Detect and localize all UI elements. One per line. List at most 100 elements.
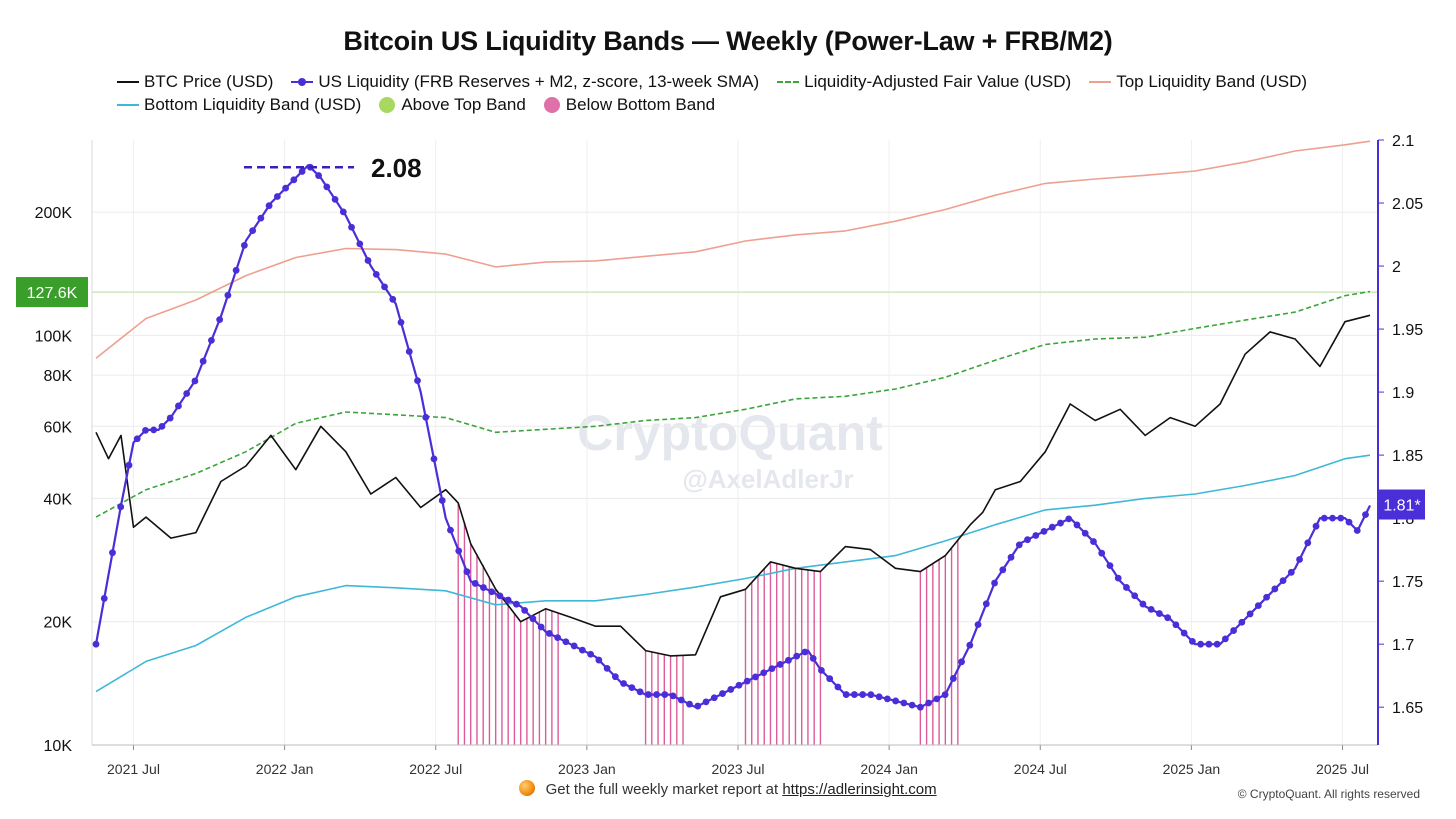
liquidity-point bbox=[273, 193, 281, 200]
legend-item-above-top-band[interactable]: Above Top Band bbox=[379, 95, 526, 115]
legend-item-us-liquidity[interactable]: US Liquidity (FRB Reserves + M2, z-score… bbox=[291, 72, 759, 92]
liquidity-point bbox=[315, 172, 322, 179]
current-value-badge bbox=[1379, 489, 1425, 520]
liquidity-point bbox=[389, 295, 397, 303]
legend-label: Below Bottom Band bbox=[565, 94, 716, 114]
liquidity-point bbox=[513, 600, 520, 608]
y-left-tick-label: 80K bbox=[44, 368, 73, 385]
liquidity-point bbox=[1213, 640, 1221, 648]
liquidity-point bbox=[364, 257, 372, 264]
legend-line-icon bbox=[117, 80, 139, 83]
liquidity-point bbox=[925, 699, 932, 707]
liquidity-point bbox=[1123, 584, 1130, 591]
liquidity-point bbox=[438, 497, 446, 504]
series-line-3 bbox=[95, 140, 1371, 359]
legend-dashed-line-icon bbox=[777, 80, 800, 83]
peak-label: 2.08 bbox=[371, 153, 422, 183]
liquidity-point bbox=[702, 698, 710, 706]
liquidity-point bbox=[966, 641, 974, 649]
liquidity-point bbox=[240, 241, 248, 249]
chart-legend: BTC Price (USD) US Liquidity (FRB Reserv… bbox=[117, 70, 1417, 116]
liquidity-point bbox=[100, 595, 108, 602]
x-tick-label: 2025 Jul bbox=[1316, 761, 1369, 777]
liquidity-point bbox=[1263, 593, 1270, 601]
liquidity-point bbox=[908, 701, 916, 709]
legend-item-below-bottom-band[interactable]: Below Bottom Band bbox=[543, 94, 716, 115]
y-left-tick-label: 10K bbox=[44, 738, 73, 755]
liquidity-point bbox=[1353, 527, 1361, 534]
y-left-tick-label: 100K bbox=[35, 328, 73, 345]
liquidity-point bbox=[356, 240, 364, 248]
legend-item-top-band[interactable]: Top Liquidity Band (USD) bbox=[1089, 72, 1307, 92]
liquidity-point bbox=[735, 681, 743, 689]
liquidity-point bbox=[570, 642, 578, 650]
liquidity-point bbox=[1304, 539, 1312, 547]
legend-item-btc-price[interactable]: BTC Price (USD) bbox=[117, 72, 273, 92]
liquidity-point bbox=[1197, 640, 1205, 648]
liquidity-point bbox=[1024, 536, 1031, 544]
liquidity-point bbox=[1147, 605, 1155, 613]
liquidity-point bbox=[842, 691, 850, 698]
copyright: © CryptoQuant. All rights reserved bbox=[1237, 787, 1420, 801]
liquidity-point bbox=[1345, 518, 1353, 526]
liquidity-point bbox=[875, 693, 883, 701]
liquidity-point bbox=[372, 270, 380, 278]
y-right-tick-label: 2.05 bbox=[1392, 196, 1423, 213]
liquidity-point bbox=[504, 596, 512, 604]
liquidity-point bbox=[488, 588, 496, 596]
liquidity-point bbox=[603, 664, 611, 672]
x-tick-label: 2023 Jul bbox=[712, 761, 765, 777]
legend-item-fair-value[interactable]: Liquidity-Adjusted Fair Value (USD) bbox=[777, 72, 1071, 92]
legend-label: Liquidity-Adjusted Fair Value (USD) bbox=[804, 71, 1072, 91]
liquidity-point bbox=[554, 634, 562, 642]
liquidity-point bbox=[1180, 629, 1188, 637]
liquidity-point bbox=[1271, 585, 1279, 593]
y-right-tick-label: 1.85 bbox=[1392, 448, 1423, 465]
liquidity-point bbox=[1015, 541, 1023, 549]
liquidity-point bbox=[974, 621, 982, 629]
liquidity-point bbox=[587, 650, 595, 658]
liquidity-point bbox=[117, 503, 125, 511]
x-tick-label: 2022 Jan bbox=[256, 761, 314, 777]
liquidity-point bbox=[232, 266, 240, 274]
liquidity-point bbox=[826, 675, 834, 683]
liquidity-point bbox=[958, 658, 965, 666]
liquidity-point bbox=[1139, 600, 1147, 608]
liquidity-point bbox=[727, 686, 735, 693]
y-right-tick-label: 1.65 bbox=[1392, 700, 1423, 717]
y-left-tick-label: 200K bbox=[35, 205, 73, 222]
legend-circle-icon bbox=[543, 96, 560, 113]
liquidity-point bbox=[1312, 522, 1320, 530]
liquidity-point bbox=[430, 455, 438, 463]
liquidity-point bbox=[480, 584, 487, 591]
liquidity-point bbox=[1246, 610, 1254, 618]
legend-item-bottom-band[interactable]: Bottom Liquidity Band (USD) bbox=[117, 95, 361, 115]
watermark: CryptoQuant bbox=[577, 405, 883, 461]
liquidity-point bbox=[224, 291, 232, 299]
liquidity-point bbox=[471, 580, 479, 587]
liquidity-point bbox=[447, 526, 454, 534]
report-link[interactable]: https://adlerinsight.com bbox=[782, 781, 937, 798]
liquidity-point bbox=[1296, 556, 1303, 563]
liquidity-point bbox=[760, 669, 768, 677]
liquidity-point bbox=[1090, 538, 1097, 545]
liquidity-point bbox=[199, 357, 207, 365]
liquidity-point bbox=[537, 623, 545, 631]
liquidity-point bbox=[949, 675, 957, 682]
legend-circle-icon bbox=[379, 96, 396, 113]
liquidity-point bbox=[1320, 514, 1328, 522]
footer-text: Get the full weekly market report at bbox=[545, 781, 779, 798]
y-left-tick-label: 40K bbox=[44, 491, 73, 508]
liquidity-point bbox=[1164, 614, 1172, 622]
liquidity-point bbox=[381, 283, 388, 291]
liquidity-point bbox=[883, 695, 891, 703]
legend-label: BTC Price (USD) bbox=[144, 71, 274, 91]
liquidity-point bbox=[620, 680, 627, 687]
series-line-4 bbox=[95, 454, 1371, 693]
liquidity-point bbox=[339, 208, 347, 216]
liquidity-point bbox=[776, 661, 784, 668]
x-tick-label: 2025 Jan bbox=[1163, 761, 1221, 777]
liquidity-point bbox=[677, 696, 685, 704]
liquidity-point bbox=[257, 214, 265, 222]
